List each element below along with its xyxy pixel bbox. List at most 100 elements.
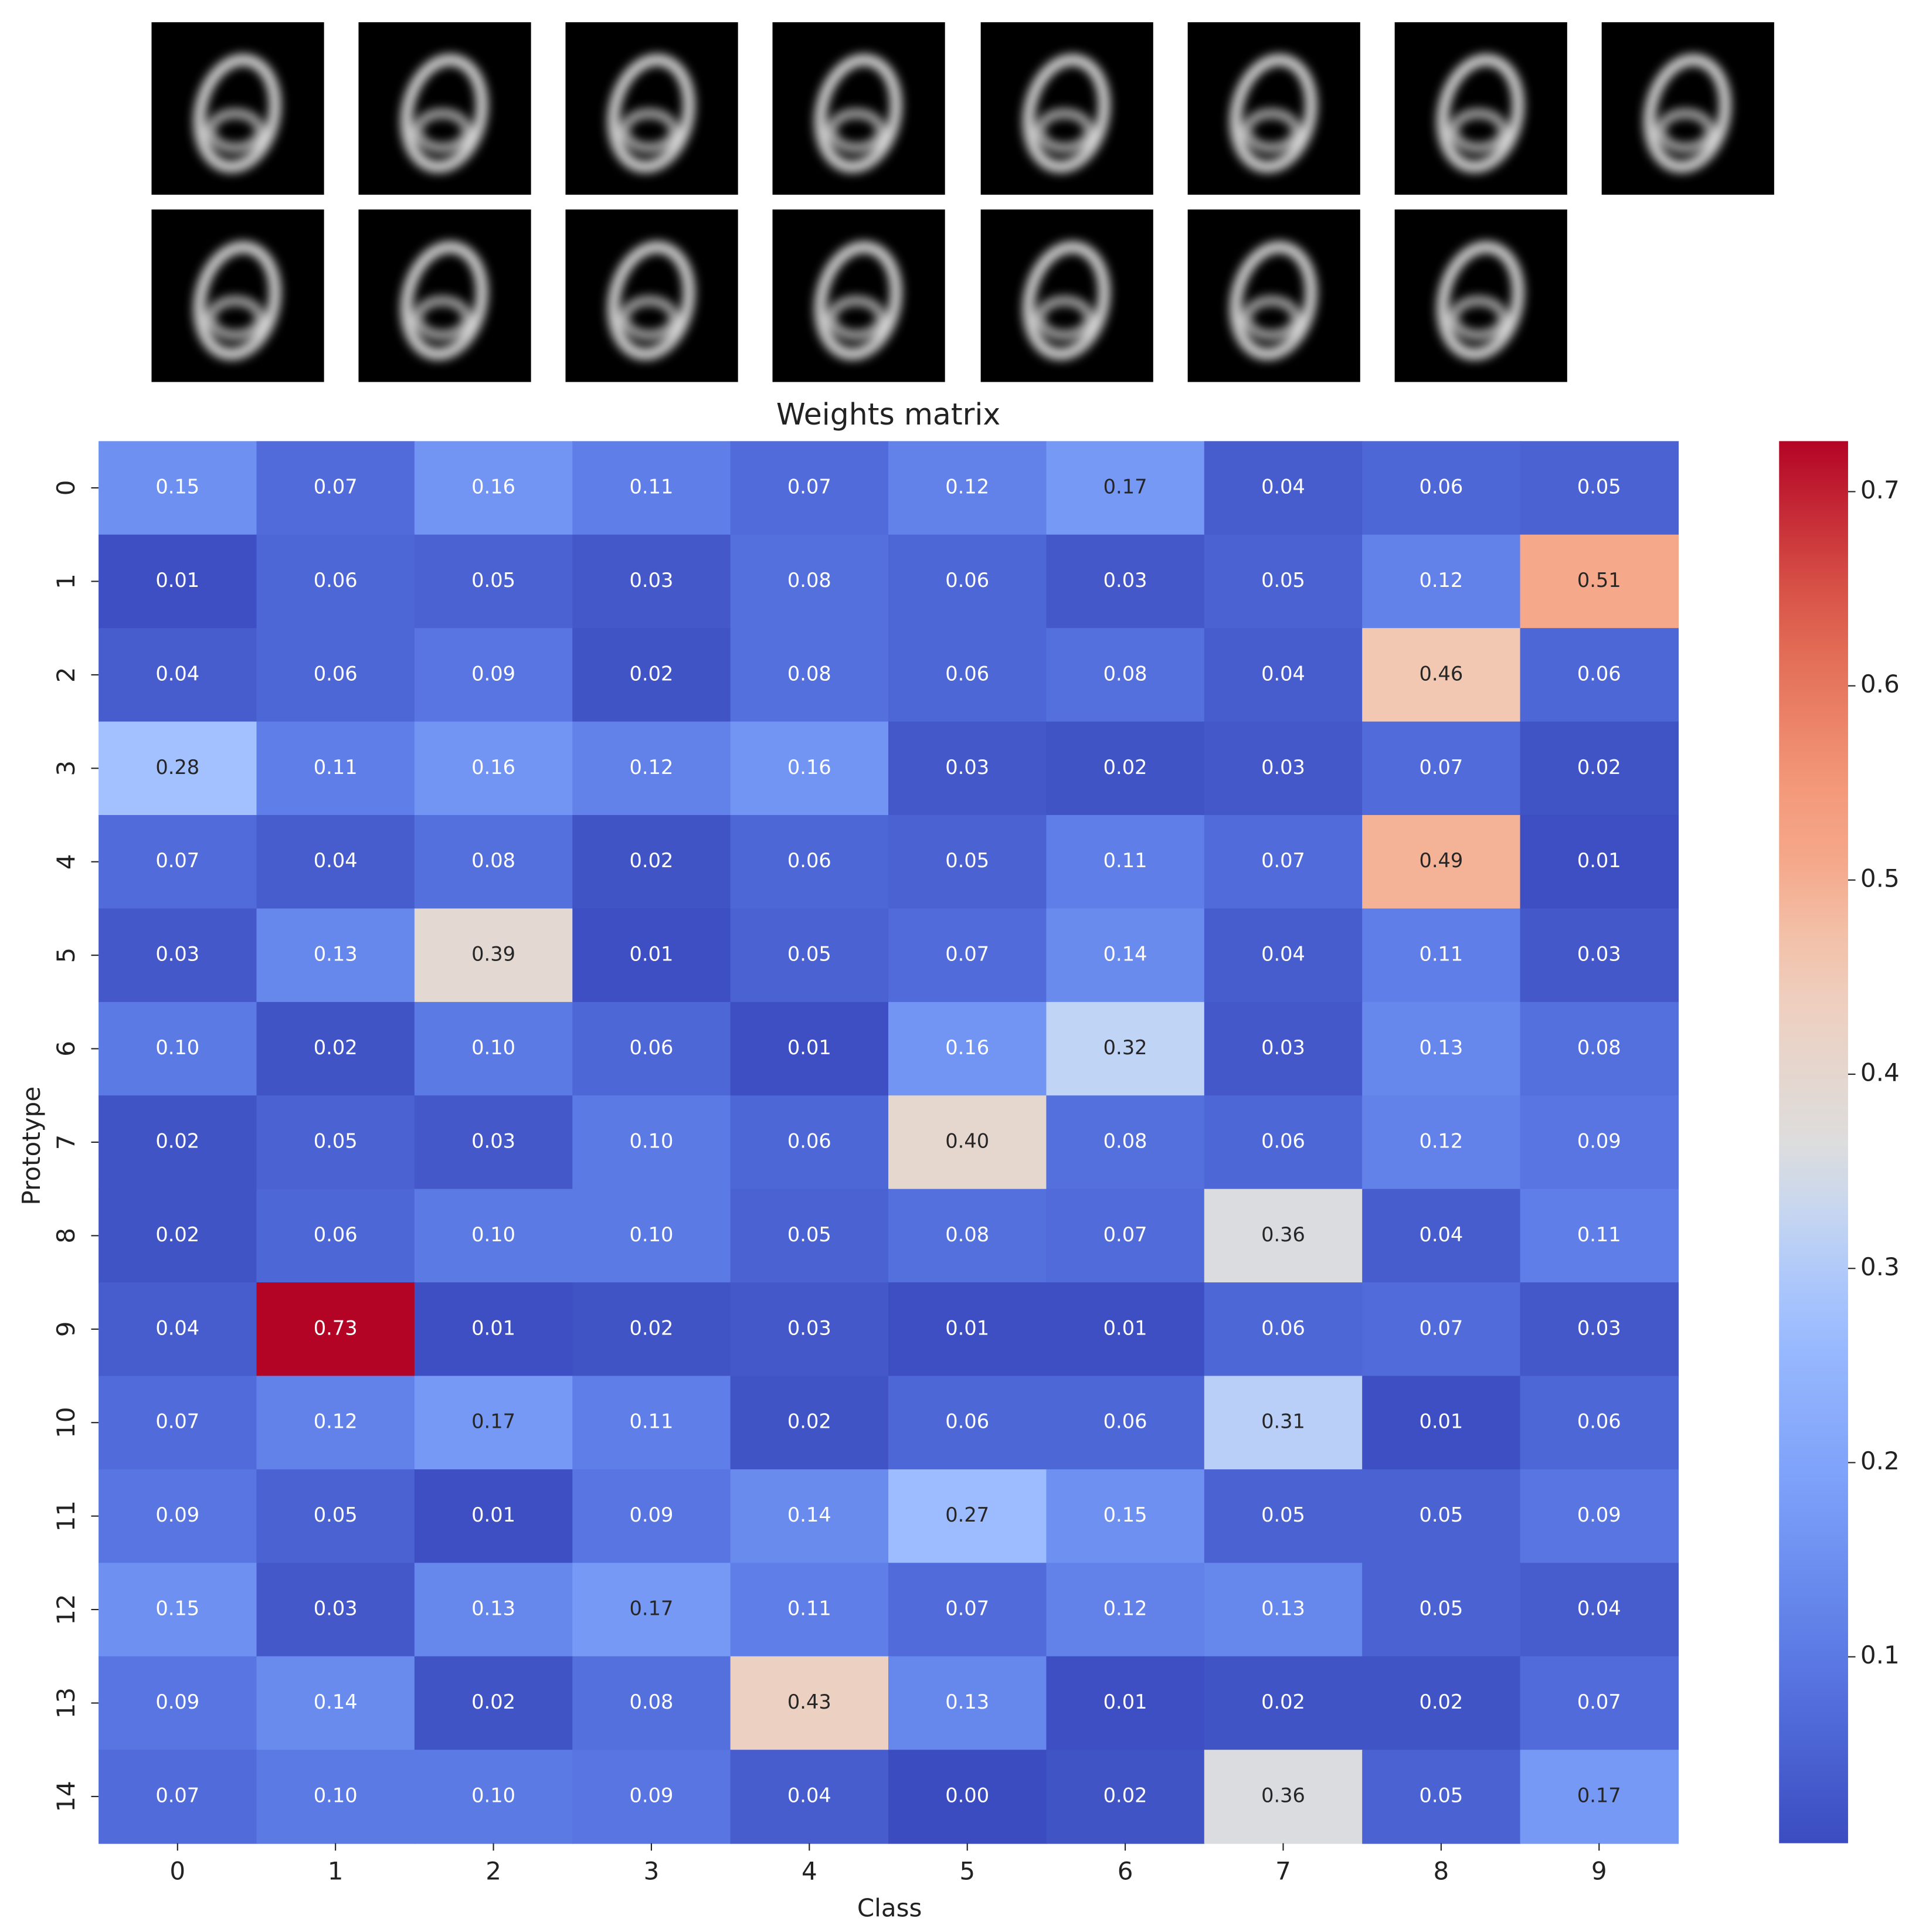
cell-label: 0.01: [471, 1503, 515, 1526]
cell-label: 0.05: [314, 1503, 358, 1526]
heatmap-cell: [1204, 1001, 1363, 1096]
prototype-image: [1187, 22, 1360, 195]
cell-label: 0.01: [471, 1316, 515, 1339]
cell-label: 0.09: [630, 1784, 674, 1807]
cell-label: 0.04: [1419, 1223, 1463, 1246]
cell-label: 0.13: [471, 1597, 515, 1620]
heatmap-cell: [1520, 1563, 1679, 1657]
heatmap-cell: [888, 441, 1047, 535]
prototype-image: [358, 209, 531, 382]
cell-label: 0.06: [1103, 1410, 1147, 1433]
y-tick-label: 1: [52, 573, 80, 589]
cell-label: 0.02: [1261, 1690, 1305, 1713]
heatmap-cell: [1046, 721, 1205, 816]
colorbar-tick-label: 0.5: [1860, 864, 1900, 892]
digit-stroke: [607, 241, 695, 360]
heatmap-cell: [1520, 1001, 1679, 1096]
heatmap-cell: [99, 721, 257, 816]
heatmap-cell: [414, 721, 573, 816]
cell-label: 0.14: [787, 1503, 831, 1526]
heatmap-cell: [99, 908, 257, 1003]
heatmap-cell: [1204, 628, 1363, 722]
heatmap-cell: [1204, 534, 1363, 629]
heatmap-cell: [1204, 1563, 1363, 1657]
cell-label: 0.08: [471, 849, 515, 872]
cell-label: 0.15: [155, 1597, 199, 1620]
heatmap-cell: [888, 1563, 1047, 1657]
colorbar-tick-label: 0.6: [1860, 670, 1900, 698]
cell-label: 0.27: [945, 1503, 989, 1526]
heatmap-cell: [1520, 441, 1679, 535]
cell-label: 0.02: [1103, 1784, 1147, 1807]
heatmap-cell: [730, 1001, 889, 1096]
heatmap-cell: [730, 1095, 889, 1190]
heatmap-cell: [730, 1656, 889, 1751]
cell-label: 0.03: [787, 1316, 831, 1339]
heatmap-cell: [256, 908, 415, 1003]
x-tick-label: 8: [1434, 1857, 1449, 1886]
cell-label: 0.05: [787, 943, 831, 966]
heatmap-cell: [1046, 628, 1205, 722]
cell-label: 0.03: [471, 1129, 515, 1152]
prototype-digit: [1643, 54, 1731, 173]
cell-label: 0.12: [1419, 569, 1463, 592]
heatmap-cell: [572, 908, 731, 1003]
heatmap-cell: [414, 1750, 573, 1844]
x-tick-label: 9: [1591, 1857, 1607, 1886]
heatmap-cell: [730, 1282, 889, 1377]
cell-label: 0.08: [787, 569, 831, 592]
heatmap-cell: [1204, 1095, 1363, 1190]
heatmap-cell: [1046, 1656, 1205, 1751]
digit-stroke: [193, 54, 281, 173]
heatmap-cell: [99, 1563, 257, 1657]
cell-label: 0.06: [787, 1129, 831, 1152]
cell-label: 0.01: [155, 569, 199, 592]
cell-label: 0.17: [471, 1410, 515, 1433]
cell-label: 0.06: [945, 569, 989, 592]
heatmap-cell: [414, 441, 573, 535]
heatmap-cell: [1520, 908, 1679, 1003]
y-tick-label: 6: [52, 1041, 80, 1057]
heatmap-cell: [730, 721, 889, 816]
cell-label: 0.05: [314, 1129, 358, 1152]
heatmap-cell: [99, 1189, 257, 1284]
heatmap-cell: [572, 628, 731, 722]
digit-stroke: [607, 54, 695, 173]
heatmap-cell: [572, 1656, 731, 1751]
y-tick-label: 11: [52, 1500, 80, 1532]
cell-label: 0.03: [1103, 569, 1147, 592]
cell-label: 0.07: [945, 1597, 989, 1620]
y-tick-label: 14: [52, 1781, 80, 1812]
heatmap-cell: [1520, 1282, 1679, 1377]
prototype-digit: [400, 54, 488, 173]
heatmap-cell: [1520, 815, 1679, 909]
prototype-digit: [193, 241, 281, 360]
prototype-image: [1394, 209, 1567, 382]
digit-stroke: [620, 296, 678, 339]
y-tick-label: 0: [52, 480, 80, 496]
x-tick-label: 2: [485, 1857, 501, 1886]
cell-label: 0.04: [314, 849, 358, 872]
heatmap-cell: [99, 1469, 257, 1564]
cell-label: 0.02: [1419, 1690, 1463, 1713]
prototype-image: [151, 22, 324, 195]
y-tick-label: 9: [52, 1321, 80, 1337]
cell-label: 0.49: [1419, 849, 1463, 872]
heatmap-cell: [1046, 1001, 1205, 1096]
prototype-image: [772, 209, 945, 382]
cell-label: 0.06: [630, 1036, 674, 1059]
cell-label: 0.09: [630, 1503, 674, 1526]
digit-stroke: [413, 296, 471, 339]
heatmap-cell: [1520, 534, 1679, 629]
cell-label: 0.06: [1577, 1410, 1621, 1433]
cell-label: 0.09: [1577, 1129, 1621, 1152]
heatmap-cell: [1204, 441, 1363, 535]
prototype-digit: [1023, 54, 1110, 173]
y-tick-label: 8: [52, 1228, 80, 1244]
heatmap-cell: [730, 1189, 889, 1284]
heatmap-cell: [1046, 1750, 1205, 1844]
heatmap-cell: [1520, 1656, 1679, 1751]
colorbar-tick-label: 0.7: [1860, 476, 1900, 504]
prototype-digit: [1437, 54, 1524, 173]
heatmap-cell: [1204, 1376, 1363, 1470]
